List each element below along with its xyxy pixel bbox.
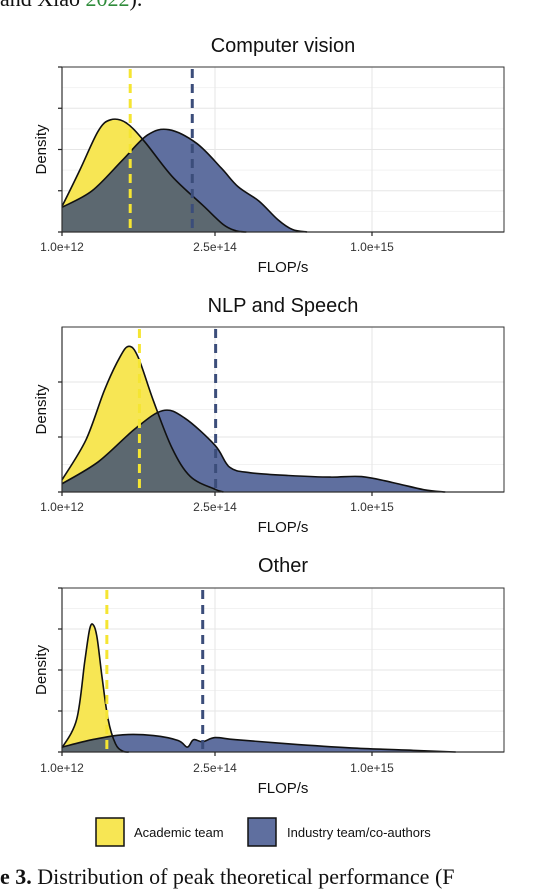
legend-label-industry: Industry team/co-authors	[287, 825, 431, 840]
density-line-academic	[61, 118, 247, 233]
panel-2: 1.0e+12 2.5e+14 1.0e+15 NLP and Speech FLOP/…	[33, 295, 505, 536]
x-tick-label: 1.0e+12	[40, 500, 84, 514]
top-caption: and Xiao 2022).	[0, 0, 540, 12]
bottom-caption: e 3. Distribution of peak theoretical pe…	[0, 864, 540, 890]
y-axis-label: Density	[33, 384, 50, 435]
density-area-academic	[62, 346, 224, 492]
x-axis-label: FLOP/s	[258, 519, 309, 536]
density-line-industry	[61, 733, 456, 753]
x-tick-label: 1.0e+12	[40, 761, 84, 775]
y-axis-label: Density	[33, 644, 50, 695]
plot-border	[61, 326, 505, 493]
top-caption-citation[interactable]: 2022	[86, 0, 130, 11]
legend-swatch-academic	[95, 817, 125, 847]
density-line-academic	[61, 623, 130, 753]
density-area-overlap	[62, 410, 224, 492]
x-axis-label: FLOP/s	[258, 780, 309, 797]
panel-title: NLP and Speech	[208, 295, 359, 317]
x-tick-label: 2.5e+14	[193, 240, 237, 254]
x-axis-label: FLOP/s	[258, 259, 309, 276]
x-tick-label: 1.0e+15	[350, 500, 394, 514]
legend-label-academic: Academic team	[134, 825, 224, 840]
x-tick-label: 1.0e+12	[40, 240, 84, 254]
panel-1: 1.0e+12 2.5e+14 1.0e+15 Computer vision FLOP…	[33, 35, 505, 276]
x-tick-label: 1.0e+15	[350, 240, 394, 254]
x-tick-label: 1.0e+15	[350, 761, 394, 775]
x-tick-label: 2.5e+14	[193, 500, 237, 514]
top-caption-tail: ).	[130, 0, 143, 11]
panel-3: 1.0e+12 2.5e+14 1.0e+15 Other FLOP/s Density	[33, 555, 505, 797]
y-axis-label: Density	[33, 124, 50, 175]
legend-swatch-industry	[247, 817, 277, 847]
density-line-industry	[61, 409, 446, 493]
density-area-industry	[62, 734, 456, 752]
density-line-academic	[61, 345, 224, 493]
panel-title: Computer vision	[211, 35, 356, 57]
x-tick-label: 2.5e+14	[193, 761, 237, 775]
density-area-academic	[62, 623, 129, 753]
density-line-industry	[61, 128, 308, 233]
top-caption-text: and Xiao	[0, 0, 86, 11]
panel-title: Other	[258, 555, 308, 577]
legend: Academic team Industry team/co-authors	[95, 817, 431, 847]
bottom-caption-text: Distribution of peak theoretical perform…	[31, 864, 455, 889]
figure-number: e 3.	[0, 864, 32, 889]
